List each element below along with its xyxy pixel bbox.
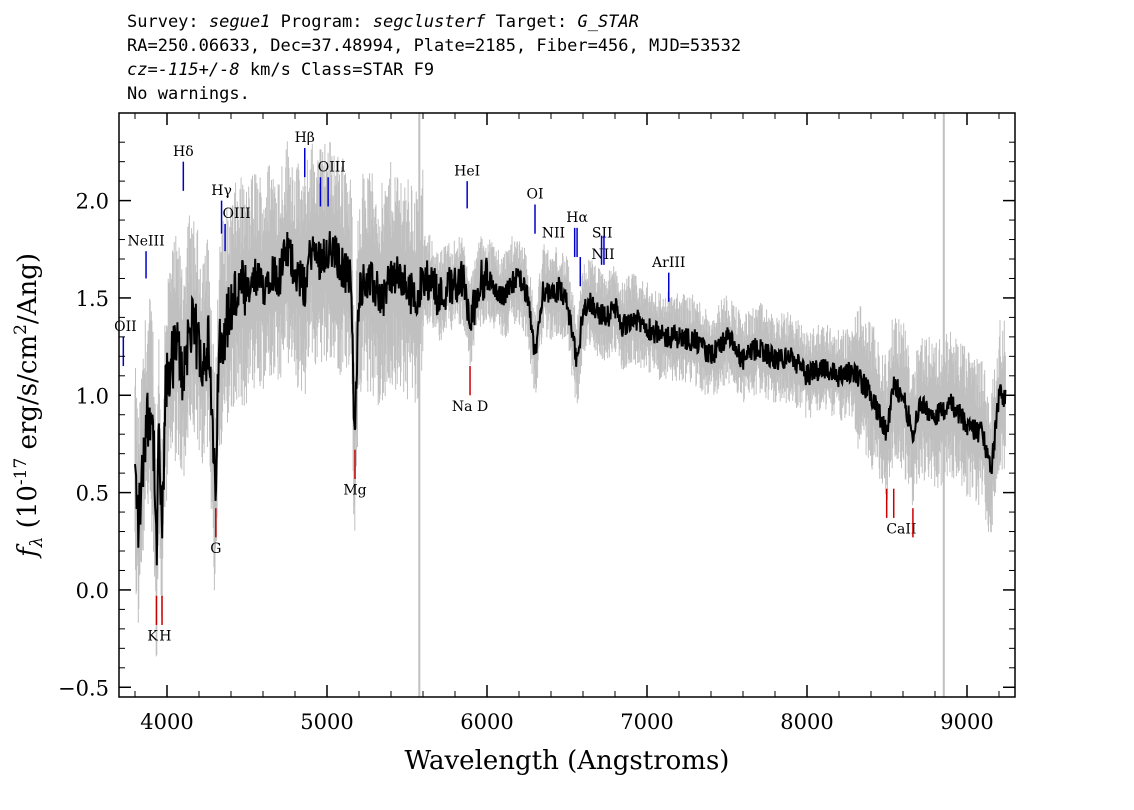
line-marker-label: Mg [343,483,366,499]
line-marker-label: OII [114,319,137,335]
line-marker-label: G [210,541,221,557]
spectrum-header: Survey: segue1 Program: segclusterf Targ… [127,10,741,106]
line-marker-label: K [147,629,158,645]
plot-frame [118,112,1016,698]
y-tick-label: 1.5 [76,287,109,311]
y-axis-label: fλ (10-17 erg/s/cm2/Ang) [11,253,47,559]
cz-value: -115+/-8 [157,60,240,80]
line-marker-label: NII [542,226,565,242]
survey-label: Survey: [127,12,199,32]
program-value: segclusterf [372,12,486,32]
target-label: Target: [495,12,568,32]
flux-line [134,231,1007,566]
survey-value: segue1 [208,12,271,32]
y-tick-label: 0.0 [76,579,109,603]
x-tick-label: 4000 [140,710,193,734]
header-survey-line: Survey: segue1 Program: segclusterf Targ… [127,10,741,34]
cz-label: cz= [127,60,158,80]
line-marker-label: Na D [452,399,488,415]
y-tick-label: −0.5 [58,676,109,700]
program-label: Program: [280,12,363,32]
x-tick-label: 8000 [780,710,833,734]
axis-ticks-layer: 4000 5000 6000 7000 8000 9000 −0.5 0.0 0.5 1.0 1.5… [58,113,1015,734]
y-axis-label-subscript: λ [27,537,47,549]
line-marker-label: NeIII [127,233,164,249]
line-marker-label: NII [591,247,614,263]
y-tick-label: 2.0 [76,190,109,214]
line-marker-label: CaII [886,521,916,537]
y-axis-label-exponent: -17 [11,458,31,485]
class-text: km/s Class=STAR F9 [249,60,435,80]
y-axis-label-units: (10 [13,485,43,537]
line-marker-label: HeI [454,163,480,179]
y-axis-label-units-tail: erg/s/cm [13,335,43,458]
y-axis-label-units-end: /Ang) [13,253,43,324]
x-tick-label: 7000 [620,710,673,734]
header-redshift-line: cz=-115+/-8 km/s Class=STAR F9 [127,58,741,82]
header-warnings-line: No warnings. [127,84,250,104]
x-axis-label: Wavelength (Angstroms) [405,746,730,776]
flux-layer [134,231,1007,566]
line-marker-label: Hγ [211,183,232,199]
target-value: G_STAR [577,12,639,32]
x-tick-label: 6000 [460,710,513,734]
y-tick-label: 0.5 [76,482,109,506]
line-marker-label: H [159,629,171,645]
y-tick-label: 1.0 [76,384,109,408]
line-marker-label: Hδ [173,144,194,160]
line-marker-label: SII [592,226,613,242]
line-marker-label: OIII [223,206,251,222]
x-tick-label: 5000 [300,710,353,734]
line-marker-label: Hβ [295,130,315,146]
x-tick-label: 9000 [940,710,993,734]
line-marker-label: OIII [318,159,346,175]
line-marker-label: ArIII [651,255,685,271]
y-axis-label-exponent2: 2 [11,324,31,335]
line-marker-label: OI [526,187,543,203]
header-coordinates-line: RA=250.06633, Dec=37.48994, Plate=2185, … [127,36,742,56]
line-marker-label: Hα [566,210,588,226]
